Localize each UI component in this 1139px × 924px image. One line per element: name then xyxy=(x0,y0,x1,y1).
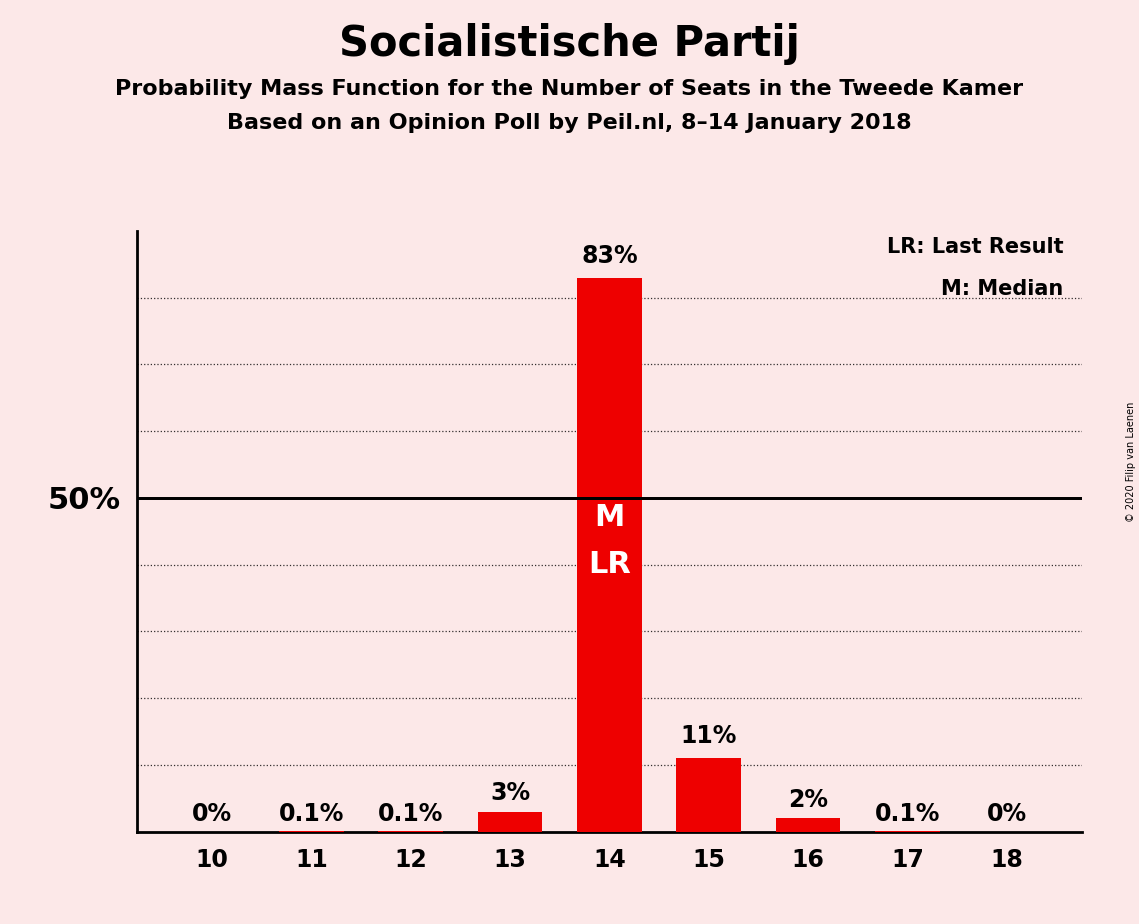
Text: 2%: 2% xyxy=(788,787,828,811)
Text: © 2020 Filip van Laenen: © 2020 Filip van Laenen xyxy=(1125,402,1136,522)
Text: LR: Last Result: LR: Last Result xyxy=(886,237,1063,257)
Text: 0%: 0% xyxy=(191,802,232,826)
Text: Based on an Opinion Poll by Peil.nl, 8–14 January 2018: Based on an Opinion Poll by Peil.nl, 8–1… xyxy=(227,113,912,133)
Text: Socialistische Partij: Socialistische Partij xyxy=(339,23,800,65)
Bar xyxy=(577,278,641,832)
Text: 0.1%: 0.1% xyxy=(279,802,344,826)
Text: M: Median: M: Median xyxy=(941,279,1063,299)
Text: 11%: 11% xyxy=(680,724,737,748)
Text: 83%: 83% xyxy=(581,244,638,268)
Text: 0.1%: 0.1% xyxy=(875,802,940,826)
Text: LR: LR xyxy=(588,550,631,579)
Bar xyxy=(477,811,542,832)
Text: 0%: 0% xyxy=(986,802,1027,826)
Text: 3%: 3% xyxy=(490,781,530,805)
Text: Probability Mass Function for the Number of Seats in the Tweede Kamer: Probability Mass Function for the Number… xyxy=(115,79,1024,99)
Bar xyxy=(776,819,841,832)
Text: 0.1%: 0.1% xyxy=(378,802,443,826)
Bar xyxy=(677,759,741,832)
Text: M: M xyxy=(595,504,624,532)
